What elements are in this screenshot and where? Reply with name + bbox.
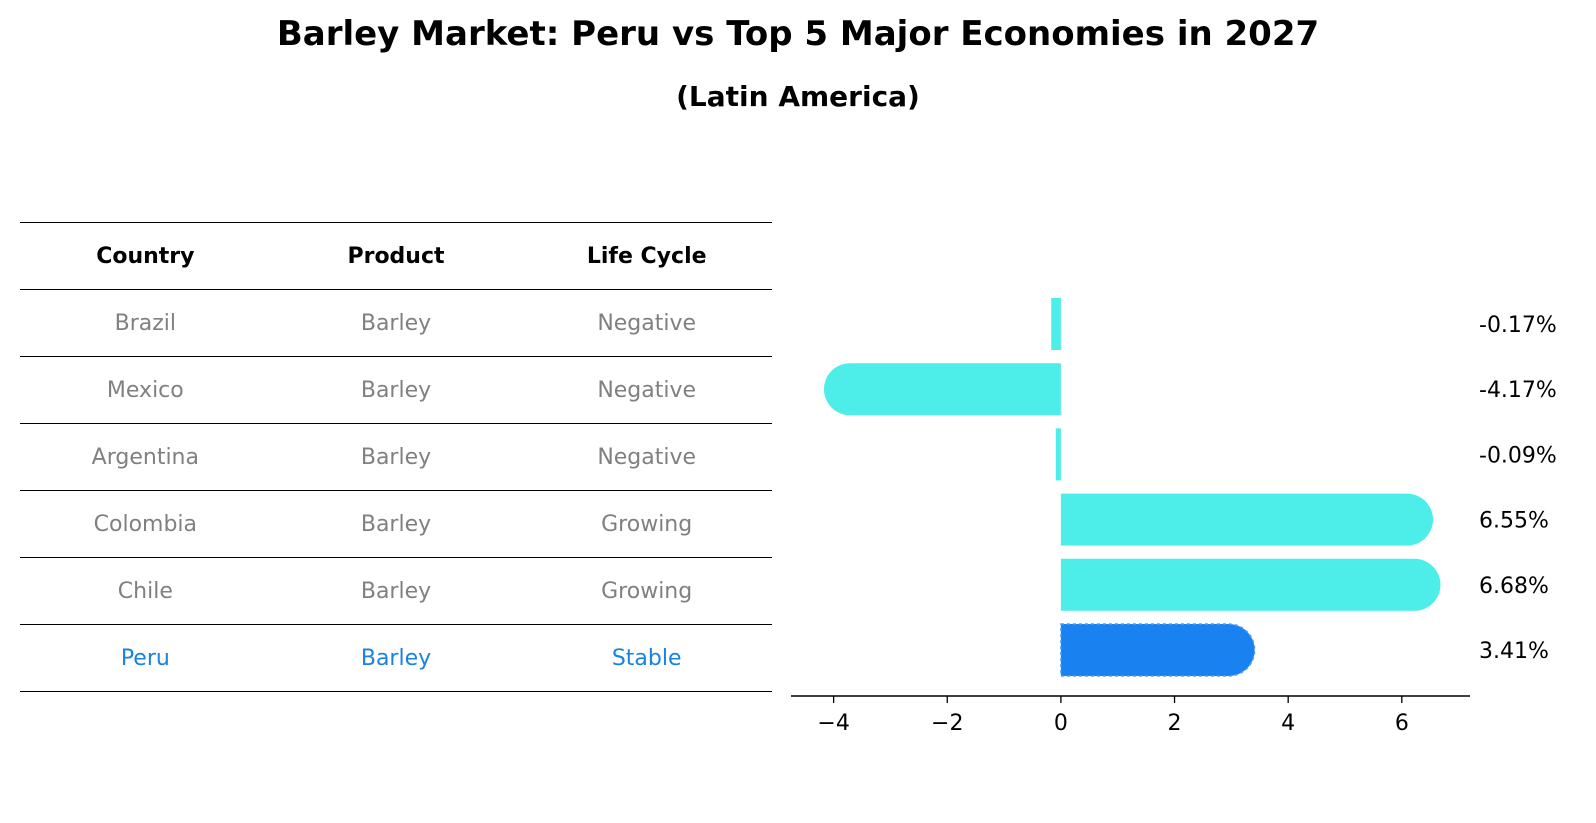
value-label: -0.09% — [1479, 443, 1557, 468]
bar-colombia — [1060, 493, 1434, 546]
cell-country: Mexico — [106, 377, 184, 403]
value-label: 6.55% — [1479, 509, 1549, 534]
chart-subtitle: (Latin America) — [676, 80, 920, 113]
table-header-row: Country Product Life Cycle — [20, 222, 772, 290]
table-row-highlight: Peru Barley Stable — [20, 625, 772, 692]
cell-country: Brazil — [114, 310, 177, 336]
cell-product: Barley — [360, 310, 432, 336]
bar-peru — [1060, 623, 1256, 677]
cell-country: Peru — [120, 645, 170, 671]
value-label: 6.68% — [1479, 574, 1549, 599]
bar-mexico — [823, 363, 1061, 416]
table-row: Colombia Barley Growing — [20, 491, 772, 558]
cell-life-cycle: Growing — [601, 511, 693, 537]
header-life-cycle: Life Cycle — [586, 243, 707, 269]
bar-argentina — [1055, 428, 1061, 481]
x-tick-label: 6 — [1395, 711, 1409, 736]
x-tick-label: −4 — [817, 711, 849, 736]
bar-brazil — [1051, 298, 1061, 350]
header-country: Country — [96, 243, 195, 269]
cell-product: Barley — [360, 511, 432, 537]
comparison-table: Country Product Life Cycle Brazil Barley… — [20, 222, 772, 692]
header-product: Product — [347, 243, 445, 269]
cell-life-cycle: Negative — [597, 444, 697, 470]
value-label: 3.41% — [1479, 639, 1549, 664]
table-row: Chile Barley Growing — [20, 558, 772, 625]
x-tick-label: 0 — [1054, 711, 1068, 736]
cell-product: Barley — [360, 444, 432, 470]
table-row: Brazil Barley Negative — [20, 290, 772, 357]
cell-life-cycle: Negative — [597, 377, 697, 403]
cell-country: Argentina — [91, 444, 199, 470]
x-tick-label: 4 — [1281, 711, 1295, 736]
cell-country: Chile — [117, 578, 173, 604]
table-row: Argentina Barley Negative — [20, 424, 772, 491]
x-tick-label: 2 — [1168, 711, 1182, 736]
cell-product: Barley — [360, 377, 432, 403]
cell-life-cycle: Growing — [601, 578, 693, 604]
x-tick-label: −2 — [931, 711, 963, 736]
value-label: -0.17% — [1479, 313, 1557, 338]
cell-life-cycle: Stable — [611, 645, 682, 671]
value-label: -4.17% — [1479, 378, 1557, 403]
cell-product: Barley — [360, 645, 432, 671]
cell-product: Barley — [360, 578, 432, 604]
cell-life-cycle: Negative — [597, 310, 697, 336]
table-row: Mexico Barley Negative — [20, 357, 772, 424]
cell-country: Colombia — [93, 511, 198, 537]
chart-title: Barley Market: Peru vs Top 5 Major Econo… — [276, 14, 1320, 54]
bar-chile — [1060, 558, 1441, 611]
